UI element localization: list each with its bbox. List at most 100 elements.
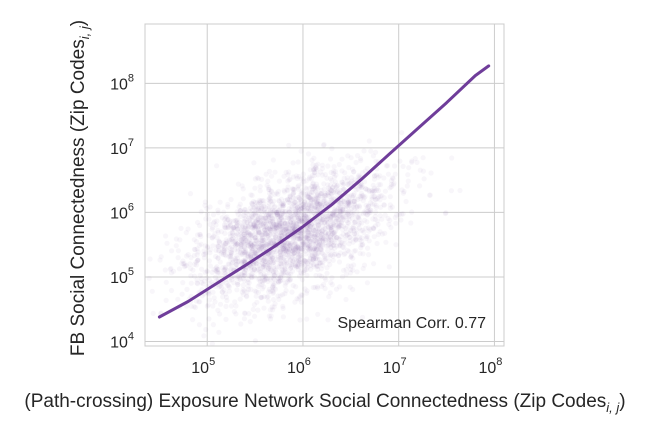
scatter-point [236,274,242,280]
scatter-point [273,222,280,228]
scatter-point [302,262,308,269]
scatter-point [221,249,227,255]
scatter-point [228,249,234,255]
scatter-point [302,286,308,292]
scatter-point [256,247,262,253]
scatter-point [245,211,251,217]
x-axis-label-text: (Path-crossing) Exposure Network Social … [24,391,606,412]
scatter-point [240,238,246,244]
scatter-point [168,265,174,272]
scatter-point [427,192,433,198]
scatter-point [270,297,277,303]
scatter-point [251,266,257,272]
scatter-point [348,198,354,204]
scatter-point [278,227,284,233]
scatter-point [312,232,319,238]
scatter-point [206,281,212,287]
scatter-point [287,222,293,228]
scatter-point [323,217,329,223]
scatter-point [345,181,351,187]
scatter-point [309,189,316,195]
scatter-point [252,249,258,255]
scatter-point [274,227,280,233]
scatter-point [282,259,288,265]
scatter-point [272,234,278,240]
scatter-point [253,223,259,229]
scatter-point [387,185,393,191]
scatter-point [219,284,225,290]
scatter-point [279,225,285,231]
scatter-point [215,229,221,235]
scatter-point [246,280,252,286]
scatter-point [306,237,313,243]
scatter-point [277,224,283,230]
scatter-point [256,237,262,243]
scatter-point [239,233,246,239]
scatter-point [323,256,329,262]
scatter-point [298,198,304,204]
scatter-point [215,227,221,233]
scatter-point [322,226,328,232]
scatter-point [286,242,292,248]
scatter-point [241,288,247,294]
scatter-point [219,249,225,255]
scatter-point [311,169,317,175]
scatter-point [358,182,364,189]
scatter-point [285,240,291,246]
scatter-point [328,218,334,224]
scatter-point [298,270,304,276]
scatter-point [272,208,278,214]
scatter-point [344,224,350,230]
scatter-point [300,171,306,177]
scatter-point [247,253,254,259]
scatter-point [374,218,380,224]
scatter-point [314,205,320,211]
scatter-point [344,218,350,224]
scatter-point [331,220,337,226]
scatter-point [210,289,216,295]
scatter-point [265,241,271,247]
scatter-point [303,234,309,241]
scatter-point [294,204,301,210]
scatter-point [257,214,263,220]
scatter-point [245,279,251,285]
scatter-point [269,255,275,261]
scatter-point [253,210,259,216]
scatter-point [262,258,268,264]
scatter-point [308,236,315,242]
scatter-point [315,223,321,229]
scatter-point [259,232,265,238]
scatter-point [299,219,305,225]
scatter-point [315,266,321,273]
scatter-point [268,212,274,218]
scatter-point [265,261,271,268]
scatter-point [228,196,234,203]
scatter-point [333,218,339,224]
scatter-point [397,158,403,164]
scatter-point [255,207,261,213]
scatter-point [278,247,284,253]
scatter-point [354,269,360,275]
scatter-point [331,208,337,214]
scatter-point [229,230,235,236]
scatter-point [206,316,212,322]
scatter-point [333,189,339,195]
scatter-point [201,251,207,258]
scatter-point [283,257,289,263]
scatter-point [279,269,285,275]
scatter-point [206,232,212,239]
scatter-point [340,209,346,215]
scatter-point [271,216,277,222]
scatter-point [266,200,272,206]
scatter-point [261,227,267,233]
scatter-point [272,169,278,175]
scatter-point [262,277,268,283]
scatter-point [331,232,337,238]
scatter-point [230,225,236,231]
scatter-point [249,243,255,249]
scatter-point [361,262,368,268]
scatter-point [294,204,300,210]
scatter-point [241,227,247,233]
scatter-point [320,237,326,243]
scatter-point [226,288,233,294]
